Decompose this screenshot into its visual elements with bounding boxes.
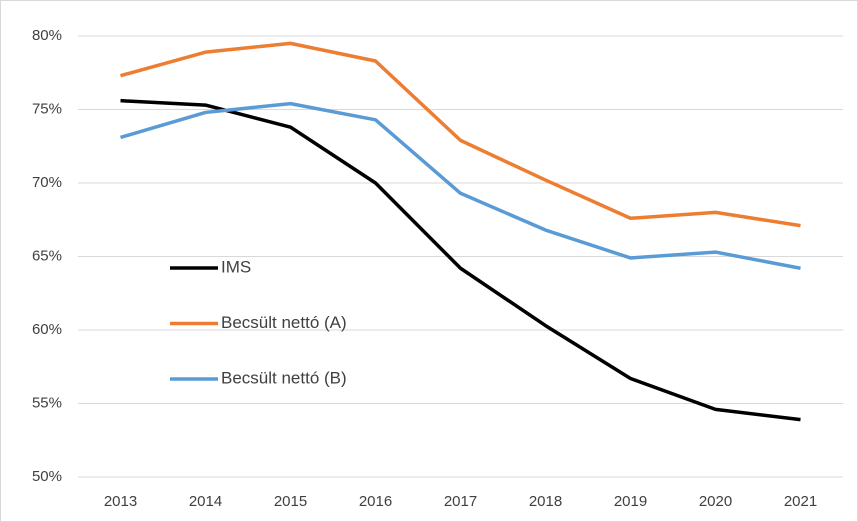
y-tick-label: 55% — [32, 394, 62, 411]
x-tick-label: 2014 — [189, 493, 222, 510]
y-tick-label: 75% — [32, 100, 62, 117]
legend-label: IMS — [221, 257, 251, 276]
y-tick-label: 50% — [32, 468, 62, 485]
y-tick-label: 60% — [32, 321, 62, 338]
line-series — [120, 98, 801, 422]
line-series — [120, 41, 801, 228]
y-tick-label: 80% — [32, 27, 62, 44]
y-tick-label: 70% — [32, 174, 62, 191]
y-tick-label: 65% — [32, 247, 62, 264]
legend-label: Becsült nettó (A) — [221, 313, 347, 332]
x-tick-label: 2018 — [529, 493, 562, 510]
x-tick-label: 2013 — [104, 493, 137, 510]
legend-label: Becsült nettó (B) — [221, 368, 347, 387]
x-tick-label: 2020 — [699, 493, 732, 510]
x-tick-label: 2015 — [274, 493, 307, 510]
x-tick-label: 2019 — [614, 493, 647, 510]
x-tick-label: 2016 — [359, 493, 392, 510]
x-tick-label: 2017 — [444, 493, 477, 510]
line-series — [120, 101, 801, 270]
x-tick-label: 2021 — [784, 493, 817, 510]
